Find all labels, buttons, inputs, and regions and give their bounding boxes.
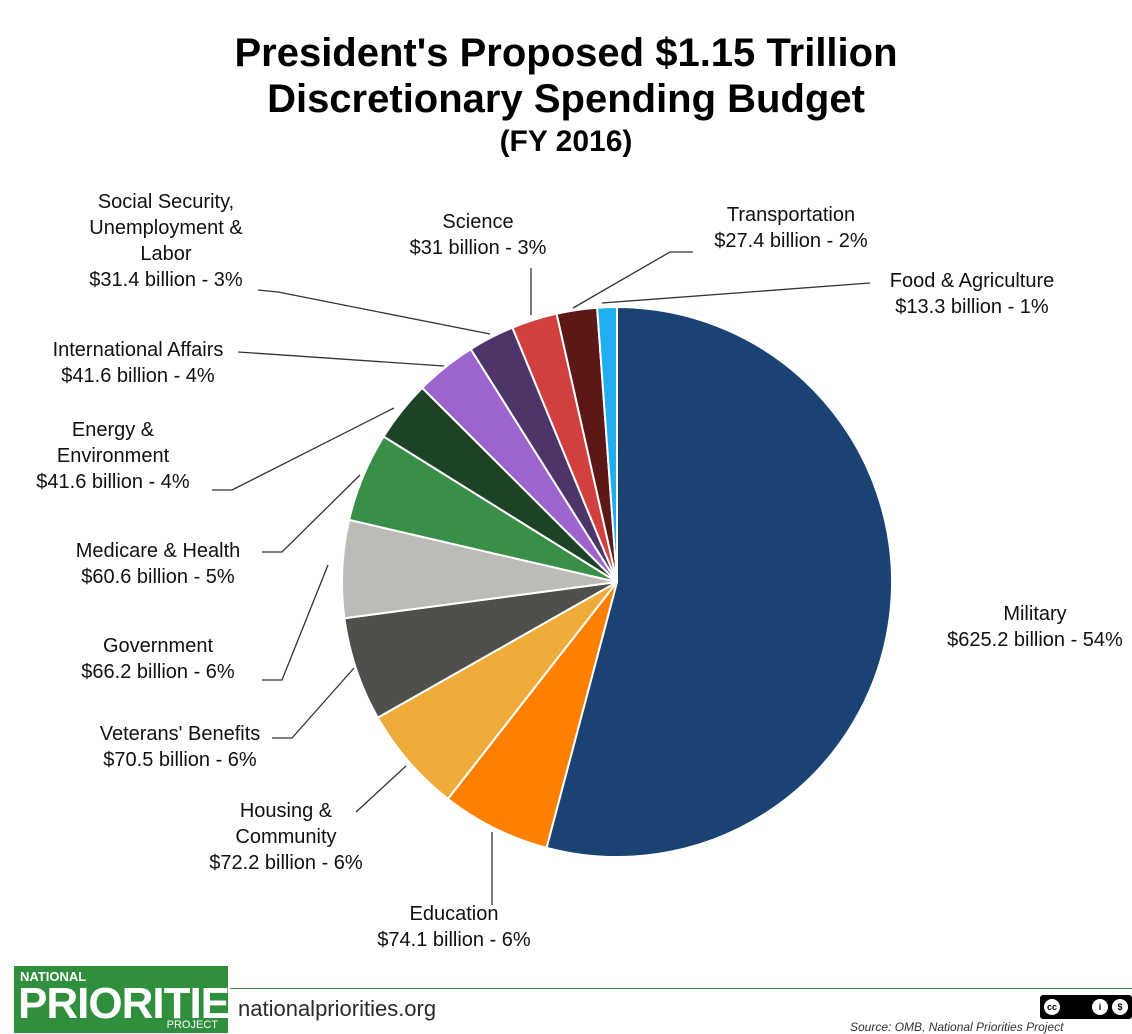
- slice-label: Social Security, Unemployment & Labor $31.4…: [89, 191, 243, 291]
- website-link[interactable]: nationalpriorities.org: [238, 996, 437, 1021]
- leader-lines: [212, 251, 871, 905]
- creative-commons-badge: cc i $: [1040, 995, 1132, 1019]
- slice-label-line: Food & Agriculture: [890, 270, 1055, 292]
- slice-label-line: $31 billion - 3%: [410, 237, 547, 259]
- source-note: Source: OMB, National Priorities Project: [850, 1020, 1064, 1034]
- leader-line: [355, 765, 407, 813]
- pie-slice-education: [446, 581, 618, 850]
- slice-label: Education $74.1 billion - 6%: [377, 903, 531, 951]
- slice-label: Veterans' Benefits $70.5 billion - 6%: [100, 723, 261, 771]
- pie-slice-food-agriculture: [596, 305, 618, 583]
- slice-label-line: $41.6 billion - 4%: [36, 471, 190, 493]
- slice-label: Transportation $27.4 billion - 2%: [714, 204, 868, 252]
- slice-label-line: Science: [442, 211, 513, 233]
- leader-line: [262, 474, 361, 553]
- logo-text-national: NATIONAL: [20, 969, 87, 984]
- slice-label-line: $27.4 billion - 2%: [714, 230, 868, 252]
- slice-label-line: $31.4 billion - 3%: [89, 269, 243, 291]
- slice-label: Military $625.2 billion - 54%: [947, 603, 1123, 651]
- slice-label: Food & Agriculture $13.3 billion - 1%: [890, 270, 1055, 318]
- slice-label-line: Medicare & Health: [76, 540, 241, 562]
- cc-nc-icon: $: [1112, 999, 1128, 1015]
- logo-text-project: PROJECT: [166, 1019, 218, 1031]
- slice-label-line: $13.3 billion - 1%: [895, 296, 1049, 318]
- leader-line: [572, 251, 693, 309]
- slice-label-line: $625.2 billion - 54%: [947, 629, 1123, 651]
- title-line-1: President's Proposed $1.15 Trillion: [234, 31, 898, 75]
- leader-line: [237, 351, 445, 367]
- slice-label-line: Military: [1003, 603, 1066, 625]
- slice-label: Energy & Environment $41.6 billion - 4%: [36, 419, 190, 493]
- logo-text-priorities: PRIORITIES: [18, 979, 228, 1028]
- title-line-3: (FY 2016): [499, 125, 633, 158]
- slice-label-line: $60.6 billion - 5%: [81, 566, 235, 588]
- leader-line: [257, 289, 491, 335]
- slice-label-line: $66.2 billion - 6%: [81, 661, 235, 683]
- pie-slices: [340, 305, 893, 858]
- chart-title: President's Proposed $1.15 Trillion Disc…: [0, 30, 1132, 160]
- slice-label-line: Veterans' Benefits: [100, 723, 261, 745]
- footer-divider: [230, 988, 1132, 989]
- slice-label-line: Labor: [140, 243, 191, 265]
- slice-label: Government $66.2 billion - 6%: [81, 635, 235, 683]
- slice-label-line: Housing &: [240, 800, 333, 822]
- cc-by-icon: i: [1092, 999, 1108, 1015]
- cc-icon: cc: [1044, 999, 1060, 1015]
- slice-label-line: Energy &: [72, 419, 155, 441]
- slice-label-line: International Affairs: [53, 339, 224, 361]
- slice-label: Medicare & Health $60.6 billion - 5%: [76, 540, 241, 588]
- slice-label-line: Transportation: [727, 204, 855, 226]
- pie-chart: Military $625.2 billion - 54% Education $74…: [36, 191, 1123, 951]
- slice-label-line: Community: [235, 826, 336, 848]
- slice-label: Housing & Community $72.2 billion - 6%: [209, 800, 363, 874]
- leader-line: [262, 564, 329, 681]
- pie-slice-military: [545, 305, 893, 858]
- leader-line: [272, 667, 355, 739]
- slice-labels: Military $625.2 billion - 54% Education $74…: [36, 191, 1123, 951]
- leader-line: [212, 407, 395, 491]
- slice-label: Science $31 billion - 3%: [410, 211, 547, 259]
- slice-label: International Affairs $41.6 billion - 4%: [53, 339, 224, 387]
- slice-label-line: Unemployment &: [89, 217, 243, 239]
- leader-line: [601, 282, 871, 304]
- slice-label-line: Government: [103, 635, 213, 657]
- slice-label-line: Education: [410, 903, 499, 925]
- title-line-2: Discretionary Spending Budget: [267, 77, 865, 121]
- slice-label-line: $70.5 billion - 6%: [103, 749, 257, 771]
- slice-label-line: Social Security,: [98, 191, 234, 213]
- slice-label-line: $41.6 billion - 4%: [61, 365, 215, 387]
- npp-logo: NATIONAL PRIORITIES PROJECT: [14, 966, 228, 1033]
- slice-label-line: $74.1 billion - 6%: [377, 929, 531, 951]
- slice-label-line: Environment: [57, 445, 170, 467]
- slice-label-line: $72.2 billion - 6%: [209, 852, 363, 874]
